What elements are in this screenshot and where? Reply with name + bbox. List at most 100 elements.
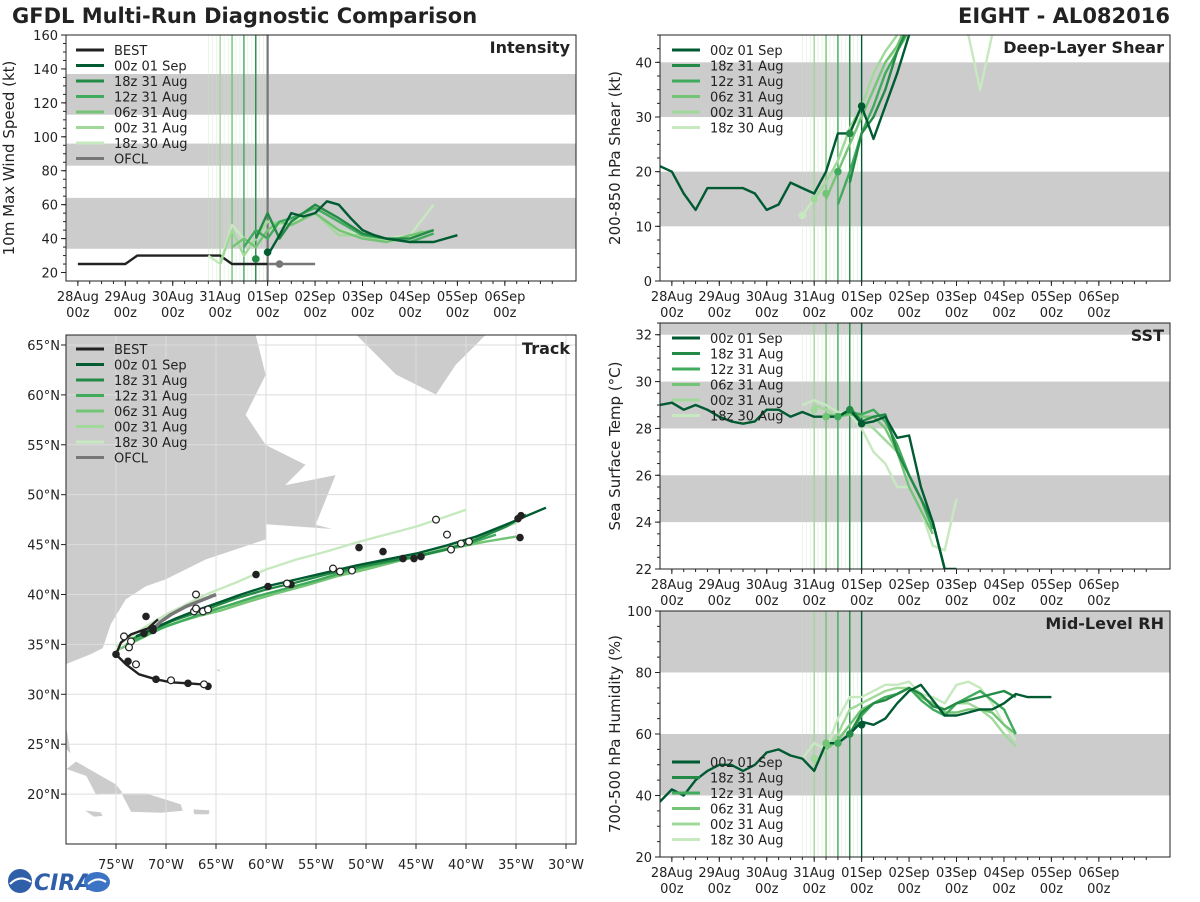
track-point-open: [204, 605, 213, 614]
x-tick-label-hour: 00z: [755, 594, 779, 609]
legend-label: 12z 31 Aug: [710, 363, 784, 378]
band: [66, 197, 576, 249]
x-tick-label-day: 31Aug: [793, 290, 835, 305]
series-line-06z-31-aug: [825, 413, 934, 535]
y-tick-label: 0: [644, 275, 652, 290]
track-point-open: [200, 680, 209, 689]
y-tick-label: 140: [33, 63, 58, 78]
panel-title: Track: [522, 339, 570, 358]
series-line-00z-01-sep: [266, 200, 458, 257]
track-point-open: [443, 530, 452, 539]
legend-label: 18z 31 Aug: [710, 772, 784, 787]
y-tick-label: 100: [627, 605, 652, 620]
lon-tick-label: 70°W: [148, 858, 184, 873]
run-marker: [845, 405, 854, 414]
x-tick-label-hour: 00z: [945, 882, 969, 897]
x-tick-label-day: 04Sep: [389, 290, 430, 305]
track-point-filled: [204, 682, 212, 691]
x-tick-label-hour: 00z: [708, 594, 732, 609]
series-line-00z-01-sep: [660, 683, 1052, 803]
run-marker: [834, 412, 842, 421]
x-tick-label-hour: 00z: [755, 882, 779, 897]
y-axis-label: 700-500 hPa Humidity (%): [606, 635, 624, 833]
track-point-filled: [184, 679, 192, 688]
legend-label: 00z 01 Sep: [114, 359, 187, 374]
panel-title: SST: [1131, 326, 1164, 345]
y-tick-label: 60: [635, 728, 652, 743]
legend-label: 00z 01 Sep: [710, 44, 783, 59]
series-line-00z-31-aug: [219, 211, 423, 265]
track-line-06z-31-aug: [120, 535, 517, 650]
plot-frame: [659, 610, 1171, 858]
plot-frame: [659, 34, 1171, 282]
legend-label: BEST: [114, 343, 147, 358]
x-tick-label-hour: 00z: [1040, 594, 1064, 609]
run-marker: [857, 419, 866, 428]
y-tick-label: 30: [635, 111, 652, 126]
land-polygon: [66, 335, 337, 665]
legend-label: 12z 31 Aug: [710, 787, 784, 802]
series-line-06z-31-aug: [825, 686, 1017, 751]
x-tick-label-hour: 00z: [398, 306, 422, 321]
plot-area: [660, 611, 1170, 857]
track-point-open: [167, 676, 176, 685]
x-tick-label-day: 03Sep: [936, 866, 977, 881]
x-tick-label-day: 02Sep: [889, 578, 930, 593]
x-tick-label-day: 02Sep: [889, 866, 930, 881]
plot-area: [66, 35, 576, 281]
run-marker: [857, 720, 866, 729]
x-tick-label-day: 01Sep: [247, 290, 288, 305]
x-tick-label-day: 30Aug: [746, 290, 788, 305]
run-marker: [834, 739, 842, 748]
x-tick-label-hour: 00z: [802, 882, 826, 897]
land-polygon: [286, 335, 487, 396]
track-line-18z-31-aug: [130, 513, 527, 641]
series-line-best: [77, 254, 268, 266]
x-tick-label-day: 28Aug: [651, 290, 693, 305]
series-line-06z-31-aug: [231, 211, 434, 249]
track-point-filled: [264, 582, 272, 591]
x-tick-label-day: 28Aug: [651, 866, 693, 881]
track-point-open: [432, 515, 441, 524]
y-tick-label: 160: [33, 29, 58, 44]
plot-area: [660, 323, 1170, 569]
track-point-filled: [149, 624, 157, 633]
legend-label: OFCL: [114, 153, 149, 168]
track-point-open: [457, 539, 466, 548]
plot-frame: [659, 322, 1171, 570]
band: [660, 171, 1170, 227]
track-line-18z-30-aug: [115, 508, 467, 648]
x-tick-label-hour: 00z: [708, 882, 732, 897]
x-tick-label-day: 05Sep: [1031, 578, 1072, 593]
series-line-12z-31-aug: [242, 206, 435, 248]
x-tick-label-day: 30Aug: [746, 866, 788, 881]
storm-id: EIGHT - AL082016: [958, 4, 1170, 28]
series-line-00z-31-aug: [813, 35, 899, 200]
track-point-filled: [142, 612, 150, 621]
track-point-open: [465, 537, 474, 546]
band: [66, 143, 576, 166]
y-axis-label: 200-850 hPa Shear (kt): [606, 71, 624, 245]
track-point-open: [126, 637, 135, 646]
lat-tick-label: 40°N: [27, 588, 60, 603]
track-point-open: [447, 545, 456, 554]
x-tick-label-day: 31Aug: [793, 578, 835, 593]
x-tick-label-day: 06Sep: [484, 290, 525, 305]
legend-label: 12z 31 Aug: [114, 91, 188, 106]
x-tick-label-day: 02Sep: [295, 290, 336, 305]
legend-label: 06z 31 Aug: [710, 803, 784, 818]
x-tick-label-day: 28Aug: [651, 578, 693, 593]
x-tick-label-hour: 00z: [161, 306, 185, 321]
track-point-filled: [417, 552, 425, 561]
legend-label: 00z 31 Aug: [114, 122, 188, 137]
y-tick-label: 40: [41, 233, 58, 248]
x-tick-label-hour: 00z: [1040, 306, 1064, 321]
x-tick-label-hour: 00z: [351, 306, 375, 321]
x-tick-label-day: 01Sep: [841, 866, 882, 881]
lat-tick-label: 50°N: [27, 489, 60, 504]
legend-label: 12z 31 Aug: [710, 75, 784, 90]
x-tick-label-hour: 00z: [802, 306, 826, 321]
x-tick-label-hour: 00z: [660, 594, 684, 609]
track-line-12z-31-aug: [125, 533, 497, 646]
